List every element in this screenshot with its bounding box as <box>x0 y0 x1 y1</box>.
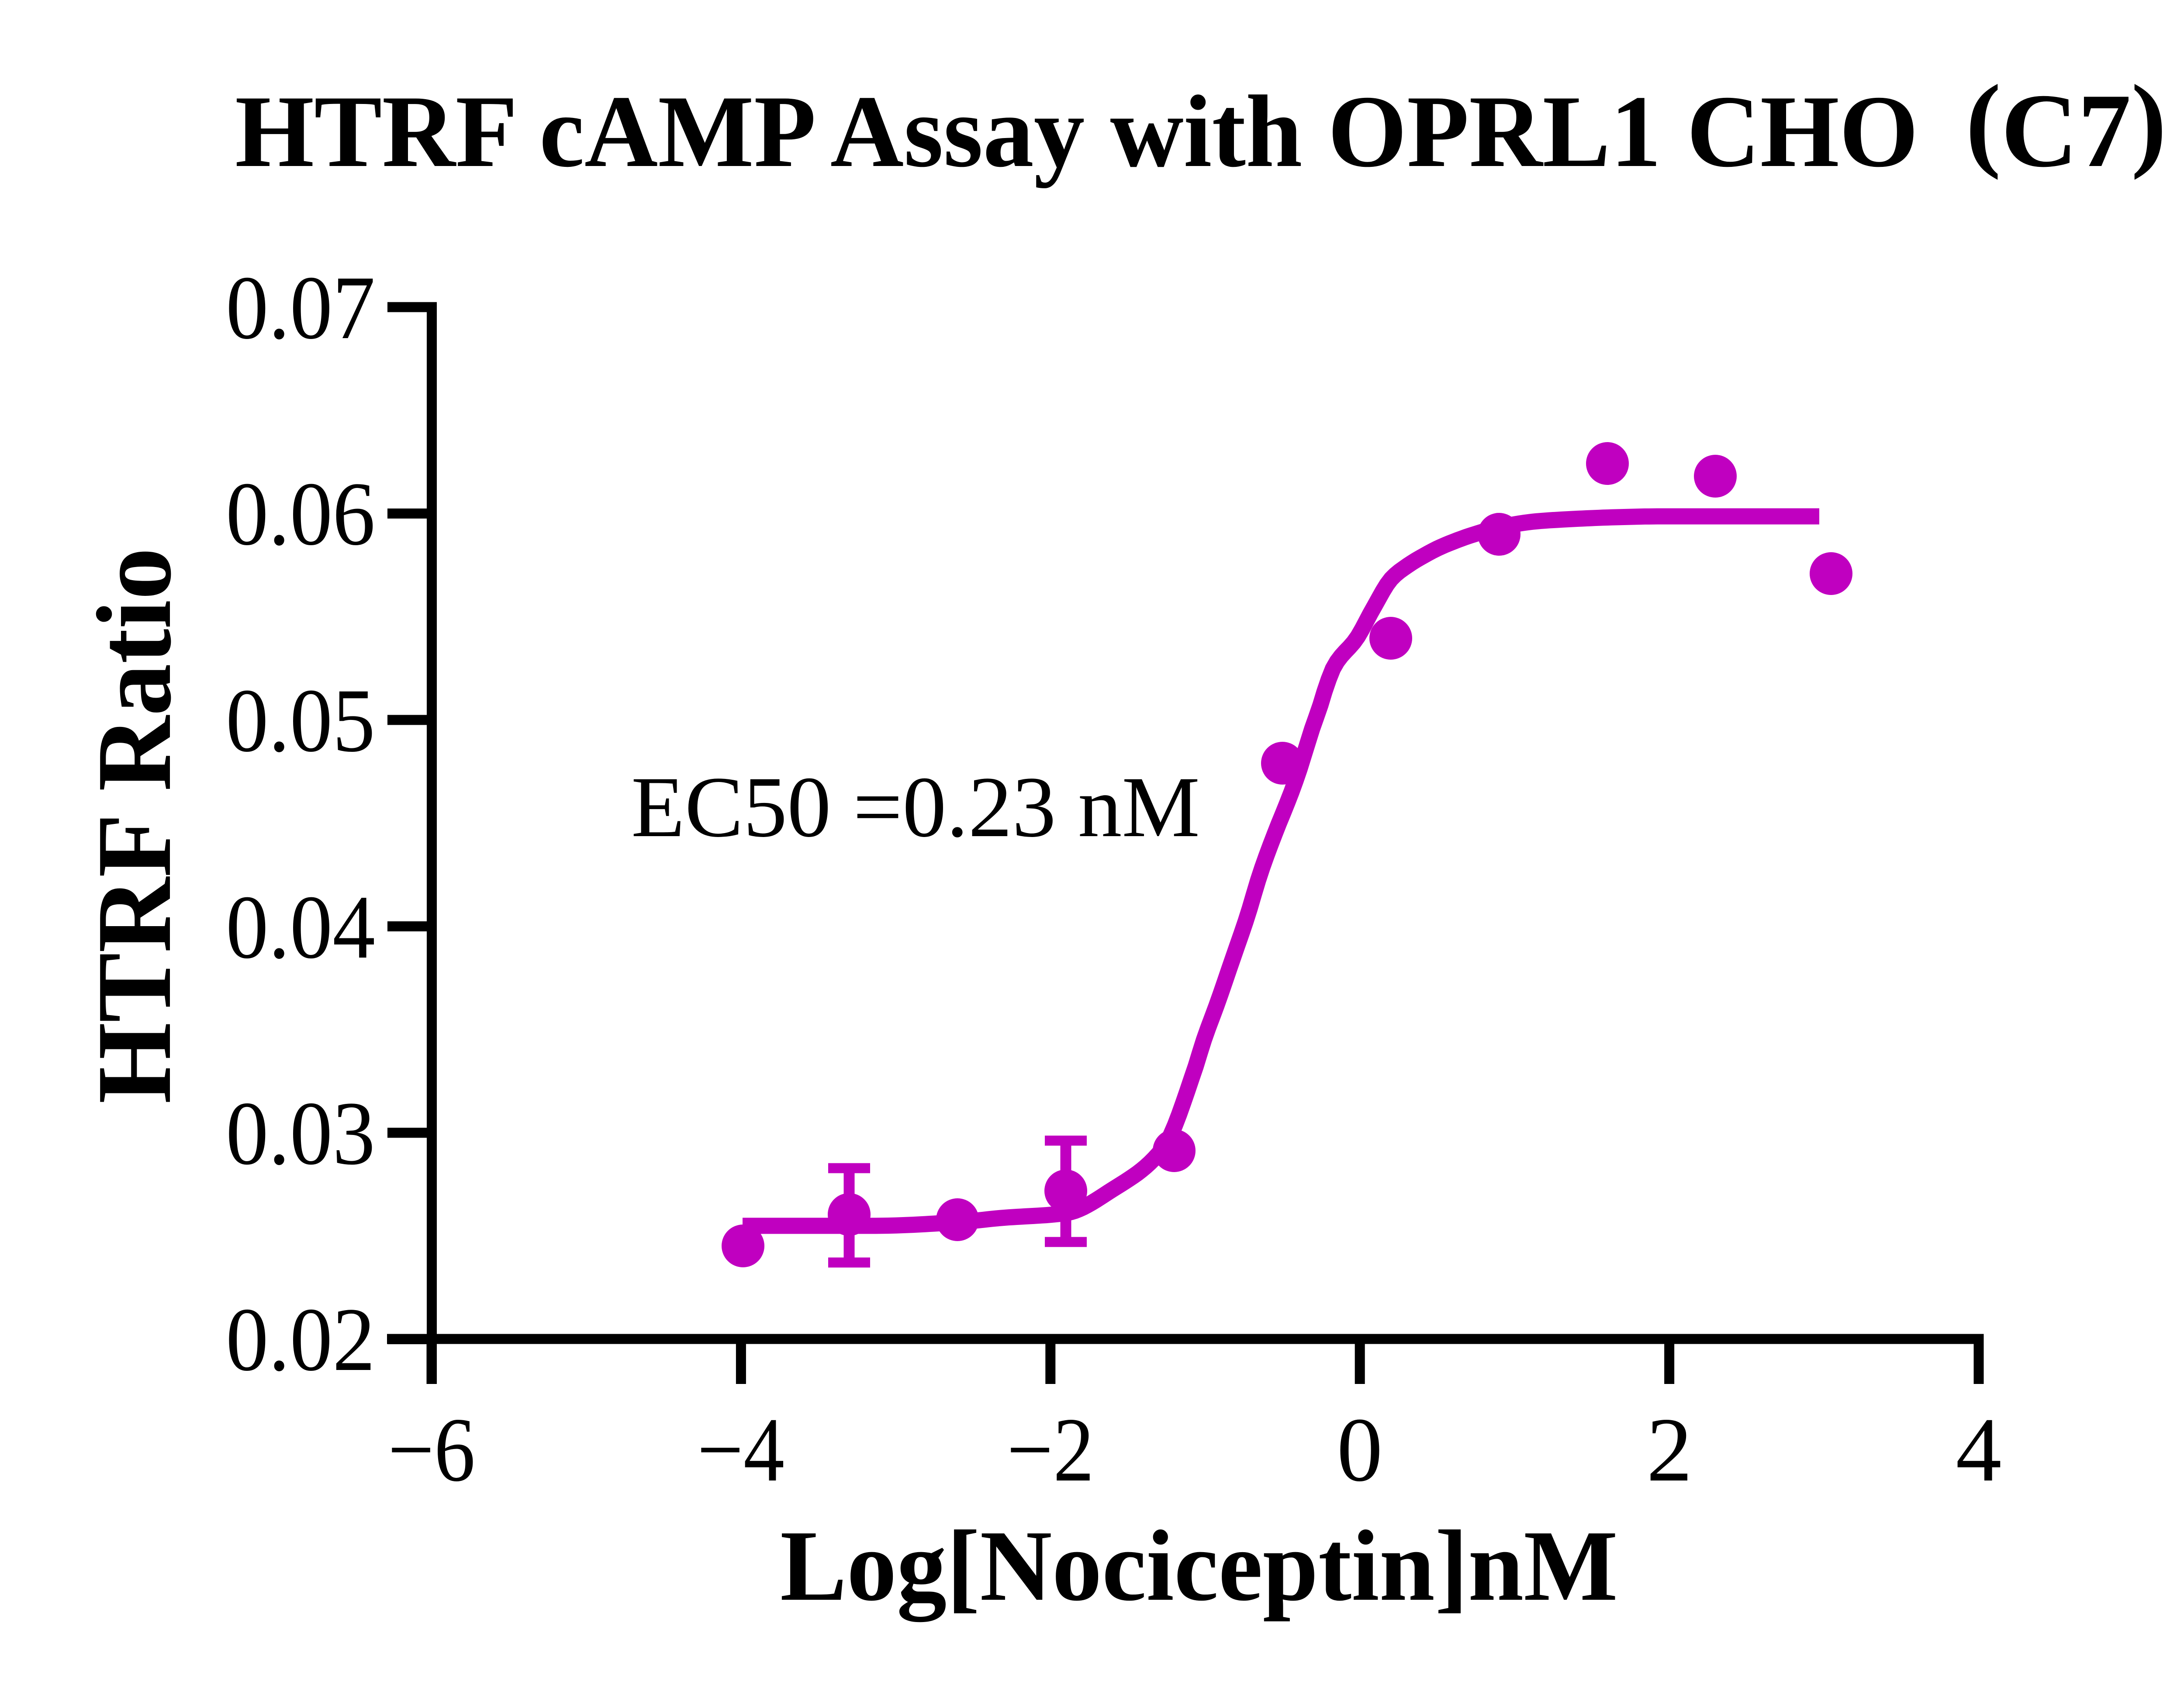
svg-text:Log[Nociceptin]nM: Log[Nociceptin]nM <box>780 1510 1618 1622</box>
svg-text:(C7): (C7) <box>1966 63 2167 189</box>
svg-text:4: 4 <box>1956 1399 2002 1501</box>
svg-text:0.03: 0.03 <box>226 1083 375 1183</box>
svg-text:−6: −6 <box>388 1399 475 1501</box>
svg-text:EC50 =0.23 nM: EC50 =0.23 nM <box>631 759 1200 855</box>
svg-text:0.04: 0.04 <box>226 877 375 977</box>
svg-text:0: 0 <box>1337 1399 1383 1501</box>
svg-text:0.02: 0.02 <box>226 1289 375 1390</box>
svg-text:−4: −4 <box>697 1399 784 1501</box>
svg-text:HTRF cAMP Assay with OPRL1 CHO: HTRF cAMP Assay with OPRL1 CHO <box>235 75 1918 189</box>
svg-text:2: 2 <box>1647 1399 1693 1501</box>
svg-text:0.06: 0.06 <box>226 464 375 564</box>
svg-text:0.07: 0.07 <box>226 257 375 358</box>
svg-text:0.05: 0.05 <box>226 670 375 771</box>
svg-text:−2: −2 <box>1007 1399 1094 1501</box>
svg-text:HTRF Ratio: HTRF Ratio <box>75 548 193 1104</box>
